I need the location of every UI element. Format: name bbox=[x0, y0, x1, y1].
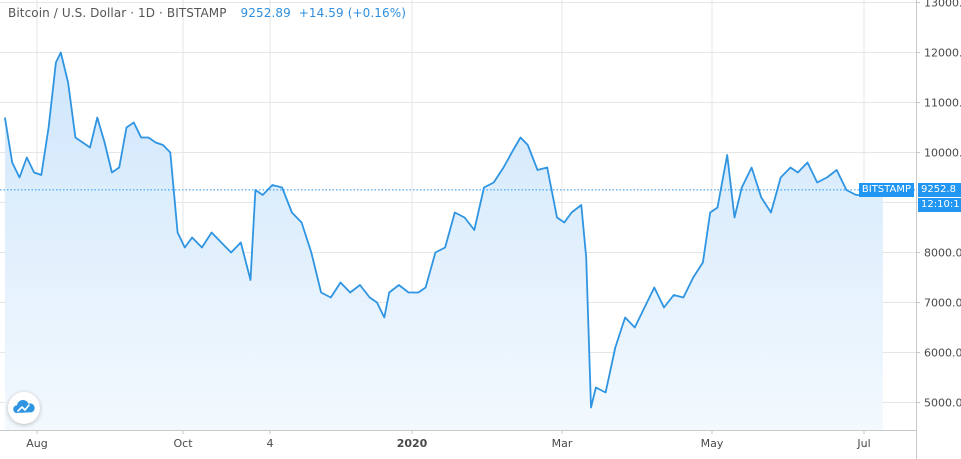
price-axis[interactable]: 5000.006000.007000.008000.009000.0010000… bbox=[916, 0, 961, 410]
x-tick-label: Jul bbox=[856, 437, 870, 450]
price-area-fill bbox=[4, 52, 883, 430]
y-tick-label: 10000.00 bbox=[924, 147, 961, 160]
y-tick-label: 7000.00 bbox=[924, 297, 961, 310]
chart-legend: Bitcoin / U.S. Dollar · 1D · BITSTAMP 92… bbox=[8, 6, 406, 20]
y-tick-label: 5000.00 bbox=[924, 397, 961, 410]
tradingview-cloud-icon[interactable] bbox=[8, 392, 40, 424]
y-tick-label: 8000.00 bbox=[924, 247, 961, 260]
countdown-tag: 12:10:1 bbox=[918, 197, 961, 212]
symbol-title: Bitcoin / U.S. Dollar · 1D · BITSTAMP bbox=[8, 6, 227, 20]
y-tick-label: 12000.00 bbox=[924, 47, 961, 60]
x-tick-label: 4 bbox=[267, 437, 274, 450]
y-tick-label: 13000.00 bbox=[924, 0, 961, 10]
last-value: 9252.89 bbox=[240, 6, 291, 20]
price-change: +14.59 (+0.16%) bbox=[298, 6, 407, 20]
x-tick-label: Aug bbox=[26, 437, 47, 450]
last-price-tag: 9252.8 bbox=[918, 182, 961, 197]
price-line bbox=[4, 51, 884, 409]
x-tick-label: 2020 bbox=[397, 437, 428, 450]
x-tick-label: Oct bbox=[173, 437, 193, 450]
time-axis[interactable]: Aug Oct 4 2020 Mar May Jul bbox=[26, 430, 871, 450]
y-tick-label: 11000.00 bbox=[924, 97, 961, 110]
x-tick-label: Mar bbox=[552, 437, 573, 450]
y-tick-label: 6000.00 bbox=[924, 347, 961, 360]
x-tick-label: May bbox=[701, 437, 724, 450]
exchange-price-tag: BITSTAMP bbox=[858, 182, 914, 197]
